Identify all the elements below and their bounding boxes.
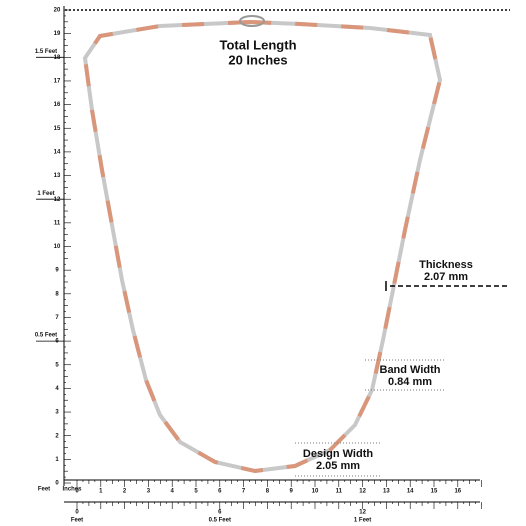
ruler-label: 1: [99, 489, 103, 495]
title-line2: 20 Inches: [228, 52, 287, 67]
design-width-label: Design Width: [303, 448, 373, 460]
ruler-label: 8: [266, 489, 270, 495]
ruler-label: 13: [54, 173, 61, 179]
ruler-label: 5: [194, 489, 198, 495]
feet-label: 1 Feet: [37, 191, 54, 197]
ruler-label: 2: [55, 433, 59, 439]
ruler-label: 12: [359, 510, 366, 516]
ruler-label: 9: [55, 268, 59, 274]
ruler-label: 0: [55, 481, 59, 487]
ruler-label: 6: [55, 339, 59, 345]
ruler-label: 19: [54, 31, 61, 37]
ruler-label: 17: [54, 79, 61, 85]
thickness-value: 2.07 mm: [424, 271, 468, 283]
feet-label: 0.5 Feet: [209, 518, 231, 524]
ruler-label: 8: [55, 291, 59, 297]
ruler-label: 4: [171, 489, 175, 495]
ruler-label: 7: [55, 315, 59, 321]
ruler-label: 3: [55, 410, 59, 416]
thickness-label: Thickness: [419, 259, 473, 271]
ruler-label: 11: [336, 489, 343, 495]
ruler-label: 2: [123, 489, 127, 495]
ruler-label: 9: [290, 489, 294, 495]
ruler-label: 12: [359, 489, 366, 495]
title-line1: Total Length: [219, 37, 296, 52]
ruler-label: 4: [55, 386, 59, 392]
unit-label: Inches: [62, 487, 82, 493]
clasp: [239, 15, 265, 27]
ruler-label: 0: [75, 510, 79, 516]
feet-label: 1.5 Feet: [35, 49, 57, 55]
unit-label: Feet: [38, 487, 50, 493]
design-width-value: 2.05 mm: [316, 460, 360, 472]
ruler-label: 5: [55, 362, 59, 368]
chain: [82, 15, 443, 474]
ruler-label: 3: [147, 489, 151, 495]
ruler-label: 10: [312, 489, 319, 495]
ruler-label: 10: [54, 244, 61, 250]
ruler-label: 13: [383, 489, 390, 495]
feet-label: 1 Feet: [354, 518, 371, 524]
ruler-label: 20: [54, 8, 61, 14]
feet-label: 0.5 Feet: [35, 333, 57, 339]
ruler-label: 7: [242, 489, 246, 495]
ruler-label: 12: [54, 197, 61, 203]
ruler-label: 18: [54, 55, 61, 61]
unit-label: Feet: [71, 518, 83, 524]
ruler-label: 14: [54, 149, 61, 155]
ruler-label: 16: [54, 102, 61, 108]
ruler-label: 6: [218, 489, 222, 495]
ruler-label: 15: [54, 126, 61, 132]
ruler-label: 14: [407, 489, 414, 495]
chain-rose: [82, 19, 443, 474]
ruler-label: 11: [54, 220, 61, 226]
ruler-label: 6: [218, 510, 222, 516]
ruler-label: 15: [431, 489, 438, 495]
ruler-label: 16: [454, 489, 461, 495]
ruler-label: 1: [55, 457, 59, 463]
ruler-label: 0: [75, 489, 79, 495]
band-width-value: 0.84 mm: [388, 376, 432, 388]
band-width-label: Band Width: [380, 364, 441, 376]
